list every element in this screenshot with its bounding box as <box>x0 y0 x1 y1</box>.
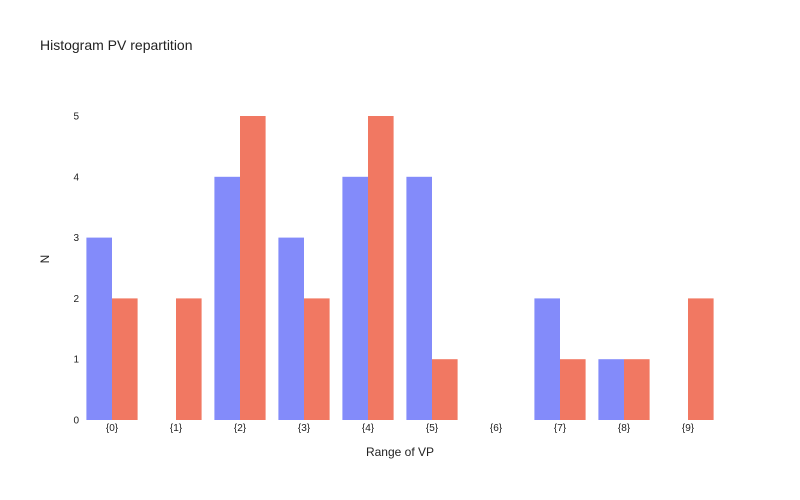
x-axis-label: Range of VP <box>366 445 434 459</box>
bar-series2-5 <box>432 359 458 420</box>
plot-area <box>86 116 714 420</box>
bar-series2-8 <box>624 359 650 420</box>
y-tick-label: 0 <box>73 416 79 427</box>
bar-series2-9 <box>688 298 714 420</box>
bar-series1-3 <box>278 237 304 420</box>
bar-series2-0 <box>112 298 138 420</box>
x-tick-label: {1} <box>170 423 183 434</box>
x-tick-label: {0} <box>106 423 119 434</box>
x-tick-label: {8} <box>618 423 631 434</box>
y-tick-label: 4 <box>73 172 79 183</box>
chart-title: Histogram PV repartition <box>40 37 193 53</box>
bar-series2-1 <box>176 298 202 420</box>
x-tick-label: {6} <box>490 423 503 434</box>
x-tick-label: {3} <box>298 423 311 434</box>
bar-series2-4 <box>368 116 394 420</box>
x-tick-label: {7} <box>554 423 567 434</box>
bar-series2-3 <box>304 298 330 420</box>
x-tick-label: {5} <box>426 423 439 434</box>
bar-series1-5 <box>406 176 432 420</box>
bar-series1-7 <box>534 298 560 420</box>
y-axis-label: N <box>38 255 52 264</box>
bar-series1-8 <box>598 359 624 420</box>
x-tick-label: {9} <box>682 423 695 434</box>
x-tick-label: {4} <box>362 423 375 434</box>
bar-series1-2 <box>214 176 240 420</box>
x-axis-ticks: {0} {1} {2} {3} {4} {5} {6} {7} {8} {9} <box>106 423 695 434</box>
y-tick-label: 2 <box>73 294 79 305</box>
bar-series1-4 <box>342 176 368 420</box>
x-tick-label: {2} <box>234 423 247 434</box>
y-tick-label: 3 <box>73 233 79 244</box>
bar-series2-2 <box>240 116 266 420</box>
bar-series2-7 <box>560 359 586 420</box>
y-tick-label: 5 <box>73 112 79 123</box>
y-axis-ticks: 0 1 2 3 4 5 <box>73 112 79 427</box>
y-tick-label: 1 <box>73 355 79 366</box>
bar-series1-0 <box>86 237 112 420</box>
